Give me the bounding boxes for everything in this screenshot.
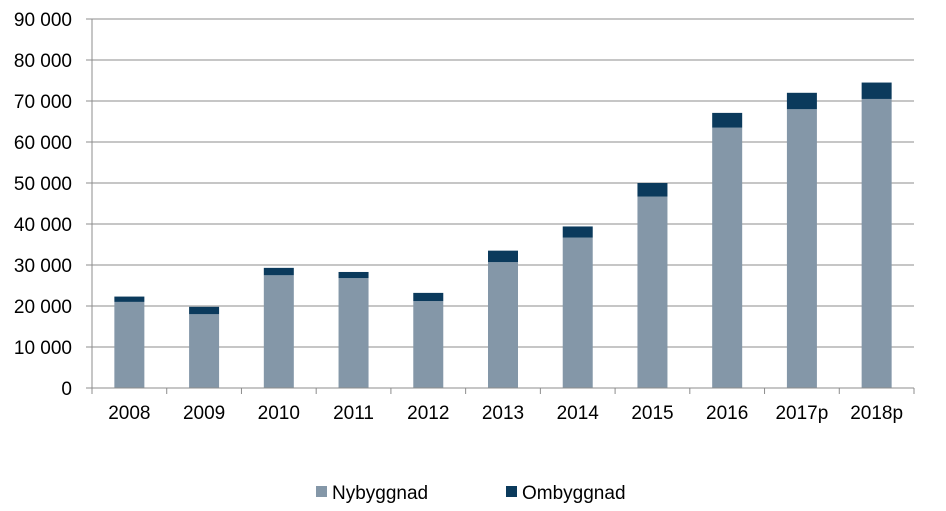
bars — [114, 82, 892, 389]
bar-ombyggnad-2008 — [114, 296, 145, 302]
legend: Nybyggnad Ombyggnad — [316, 483, 626, 504]
y-tick-label: 90 000 — [14, 10, 72, 31]
y-tick-label: 0 — [61, 379, 72, 400]
y-tick-label: 70 000 — [14, 92, 72, 113]
bar-nybyggnad-2015 — [637, 196, 668, 388]
bar-nybyggnad-2018p — [861, 98, 892, 388]
bar-nybyggnad-2012 — [413, 301, 444, 388]
x-tick-label: 2013 — [482, 403, 524, 424]
y-tick-label: 10 000 — [14, 338, 72, 359]
bar-ombyggnad-2011 — [338, 271, 369, 279]
y-tick-label: 60 000 — [14, 133, 72, 154]
bar-ombyggnad-2012 — [413, 292, 444, 302]
y-tick-label: 20 000 — [14, 297, 72, 318]
bar-ombyggnad-2009 — [189, 306, 220, 315]
x-axis-tick-labels: 2008 2009 2010 2011 2012 2013 2014 2015 2016 2017… — [108, 403, 903, 424]
bar-nybyggnad-2009 — [189, 314, 220, 388]
bar-ombyggnad-2014 — [562, 226, 593, 238]
bar-ombyggnad-2018p — [861, 82, 892, 99]
bar-nybyggnad-2016 — [712, 127, 743, 389]
x-tick-label: 2014 — [557, 403, 600, 424]
x-tick-label: 2016 — [706, 403, 748, 424]
x-tick-label: 2009 — [183, 403, 225, 424]
y-tick-label: 80 000 — [14, 51, 72, 72]
bar-ombyggnad-2013 — [488, 250, 518, 263]
x-tick-label: 2015 — [631, 403, 673, 424]
bar-nybyggnad-2008 — [114, 301, 145, 388]
bar-ombyggnad-2017p — [786, 92, 817, 110]
y-tick-label: 50 000 — [14, 174, 72, 195]
axes — [86, 18, 915, 394]
y-tick-label: 30 000 — [14, 256, 72, 277]
gridlines — [92, 18, 914, 348]
bar-nybyggnad-2014 — [562, 237, 593, 388]
y-axis-tick-labels: 0 10 000 20 000 30 000 40 000 50 000 60 000 70 … — [14, 10, 72, 400]
legend-label-nybyggnad: Nybyggnad — [332, 483, 428, 504]
bar-nybyggnad-2011 — [338, 278, 369, 388]
legend-swatch-ombyggnad — [506, 486, 517, 497]
bar-ombyggnad-2016 — [712, 112, 743, 128]
x-tick-label: 2017p — [775, 403, 828, 424]
y-tick-label: 40 000 — [14, 215, 72, 236]
legend-label-ombyggnad: Ombyggnad — [522, 483, 626, 504]
x-tick-label: 2008 — [108, 403, 150, 424]
legend-swatch-nybyggnad — [316, 486, 327, 497]
x-tick-label: 2012 — [407, 403, 449, 424]
bar-nybyggnad-2010 — [263, 275, 294, 388]
bar-nybyggnad-2013 — [488, 262, 518, 388]
bar-nybyggnad-2017p — [786, 109, 817, 388]
bar-ombyggnad-2015 — [637, 183, 668, 197]
x-tick-label: 2010 — [258, 403, 300, 424]
x-tick-label: 2011 — [333, 403, 374, 424]
bar-ombyggnad-2010 — [263, 267, 294, 276]
x-tick-label: 2018p — [850, 403, 903, 424]
